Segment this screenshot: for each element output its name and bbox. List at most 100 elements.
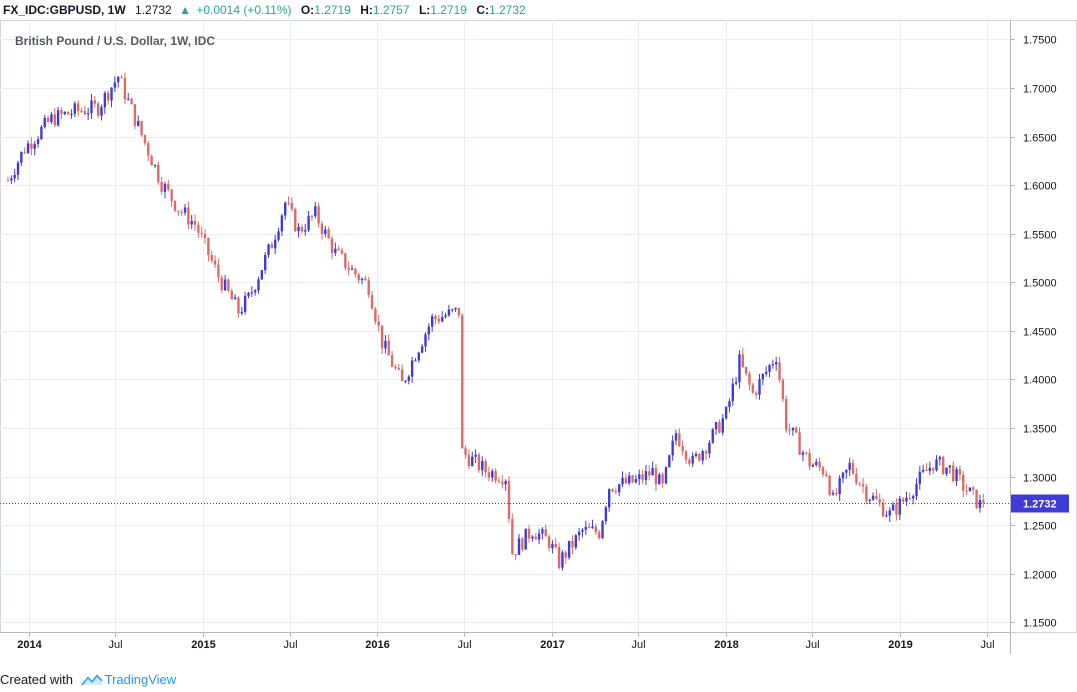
candle-body — [190, 220, 193, 225]
candle-body — [200, 232, 203, 234]
candle-body — [865, 486, 868, 501]
candle-body — [821, 467, 825, 475]
y-tick-label: 1.6000 — [1023, 181, 1057, 193]
candle-body — [444, 315, 447, 317]
candle-body — [153, 164, 157, 166]
open-value: 1.2719 — [314, 3, 351, 17]
candle-body — [785, 398, 788, 430]
footer: Created with TradingView — [0, 670, 300, 690]
candle-body — [257, 279, 260, 291]
candle-body — [441, 316, 444, 322]
candle-body — [608, 489, 611, 508]
candle-body — [718, 422, 721, 433]
candle-body — [641, 474, 644, 481]
candle-body — [791, 427, 795, 431]
candle-body — [430, 316, 434, 327]
candle-body — [968, 487, 972, 492]
candle-body — [952, 465, 955, 482]
candle-body — [420, 346, 424, 353]
candle-body — [838, 478, 841, 495]
candle-body — [461, 315, 464, 449]
candle-body — [831, 492, 835, 495]
candlestick-chart[interactable]: British Pound / U.S. Dollar, 1W, IDC 1.2… — [0, 20, 1077, 662]
candle-body — [167, 184, 170, 190]
candle-body — [734, 382, 738, 384]
candle-body — [380, 325, 384, 349]
y-tick-label: 1.4500 — [1023, 327, 1057, 339]
candle-body — [724, 407, 728, 419]
candle-body — [127, 98, 130, 100]
chart-area[interactable]: British Pound / U.S. Dollar, 1W, IDC 1.2… — [0, 20, 1077, 662]
candle-body — [360, 278, 364, 281]
candle-body — [317, 206, 320, 224]
candle-body — [300, 226, 304, 232]
candle-body — [96, 103, 100, 116]
candle-body — [16, 162, 20, 175]
candle-body — [467, 454, 471, 467]
candle-body — [561, 552, 564, 568]
candle-body — [424, 334, 427, 347]
candle-body — [103, 92, 107, 108]
candle-body — [474, 454, 477, 457]
up-triangle-icon: ▲ — [179, 3, 191, 17]
candle-body — [681, 445, 684, 452]
candle-body — [294, 208, 297, 231]
candle-body — [611, 489, 614, 492]
candle-body — [621, 477, 624, 485]
candle-body — [557, 547, 561, 568]
candle-body — [908, 497, 911, 499]
tradingview-brand[interactable]: TradingView — [104, 672, 177, 687]
candle-body — [768, 365, 771, 372]
candle-body — [965, 490, 968, 492]
candle-body — [798, 432, 801, 455]
candle-body — [347, 268, 350, 270]
candle-body — [898, 498, 901, 515]
candle-body — [871, 495, 875, 500]
x-tick-label: 2015 — [191, 639, 215, 651]
candle-body — [120, 76, 123, 78]
high-label: H: — [360, 3, 373, 17]
candle-body — [147, 143, 150, 156]
y-tick-label: 1.5500 — [1023, 230, 1057, 242]
candle-body — [958, 469, 962, 475]
candle-body — [728, 401, 731, 408]
candle-body — [197, 224, 200, 233]
candle-body — [587, 526, 591, 529]
candle-body — [504, 480, 507, 485]
candle-body — [163, 184, 167, 192]
candle-body — [858, 483, 861, 485]
candle-body — [534, 536, 537, 540]
candle-body — [577, 531, 581, 536]
candle-body — [307, 215, 310, 231]
x-tick-label: 2019 — [888, 639, 912, 651]
candle-body — [447, 309, 451, 316]
candle-body — [76, 103, 80, 111]
candle-body — [454, 307, 457, 310]
candle-body — [948, 465, 952, 468]
candle-body — [507, 480, 511, 520]
candle-body — [243, 295, 247, 312]
candle-body — [661, 474, 664, 484]
candle-body — [434, 316, 437, 319]
candle-body — [13, 174, 16, 179]
candle-body — [567, 540, 571, 558]
candle-body — [754, 392, 758, 395]
candle-body — [674, 433, 678, 441]
candle-body — [738, 354, 741, 383]
candle-body — [628, 475, 631, 484]
candle-body — [487, 472, 491, 478]
candle-body — [63, 111, 66, 114]
candle-body — [203, 233, 207, 238]
candle-body — [183, 207, 187, 213]
candle-body — [193, 220, 197, 225]
candle-body — [547, 536, 551, 549]
candle-body — [227, 279, 230, 291]
candle-body — [73, 103, 76, 114]
candle-body — [758, 379, 761, 395]
candle-body — [137, 121, 140, 126]
candle-body — [698, 453, 701, 461]
candle-body — [861, 484, 865, 487]
candle-body — [80, 110, 83, 112]
x-tick-label: Jul — [283, 639, 297, 651]
candle-body — [170, 189, 173, 201]
